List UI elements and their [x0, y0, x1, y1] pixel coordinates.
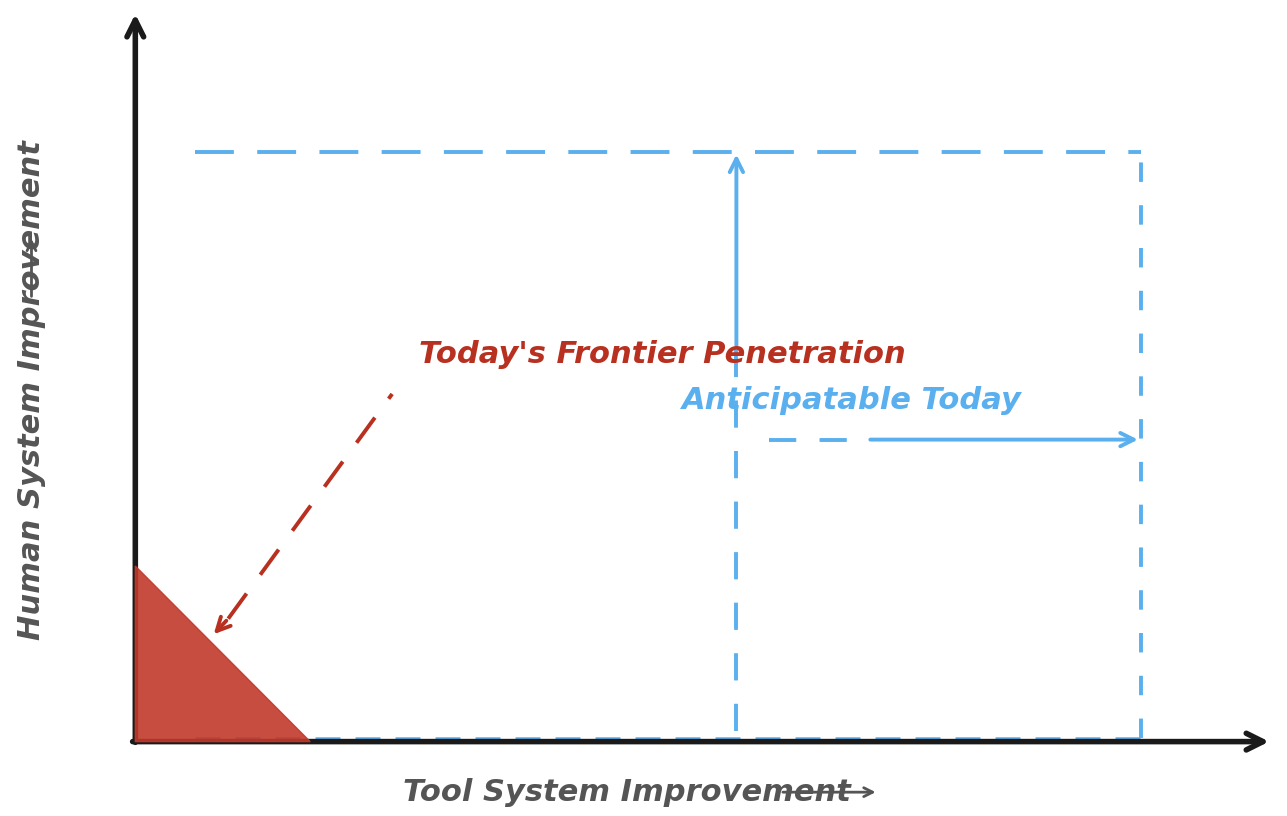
Text: Today's Frontier Penetration: Today's Frontier Penetration: [420, 340, 906, 370]
Text: Anticipatable Today: Anticipatable Today: [682, 386, 1022, 415]
Text: Human System Improvement: Human System Improvement: [17, 140, 46, 641]
Polygon shape: [135, 566, 310, 742]
Text: Tool System Improvement: Tool System Improvement: [403, 778, 851, 807]
